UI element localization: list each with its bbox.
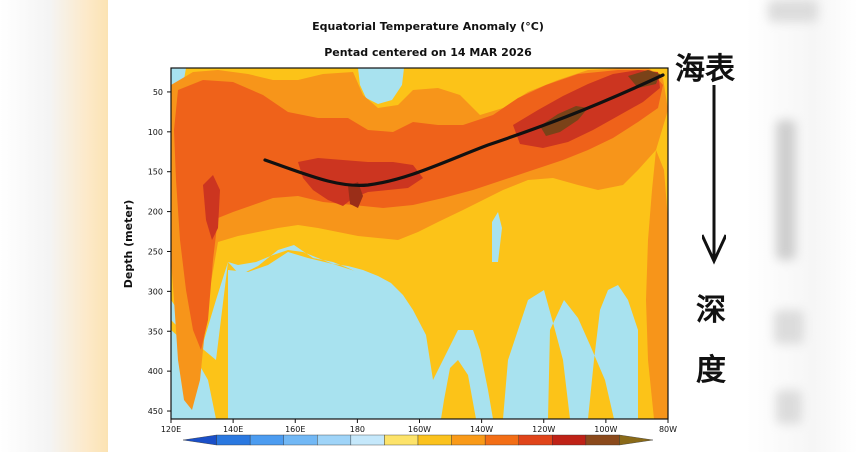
chart-subtitle: Pentad centered on 14 MAR 2026	[324, 46, 532, 59]
down-arrow-icon	[702, 85, 726, 265]
colorbar-swatch	[518, 434, 553, 446]
colorbar-swatch	[619, 434, 654, 446]
x-tick-label: 180	[350, 425, 365, 434]
heatmap-region-red	[203, 175, 220, 240]
y-tick-label: 50	[153, 88, 163, 97]
x-tick-label: 160E	[285, 425, 305, 434]
colorbar-swatch	[552, 434, 587, 446]
colorbar-swatch	[585, 434, 620, 446]
heatmap-region-blue-pocket	[492, 212, 502, 262]
x-tick-label: 120W	[532, 425, 555, 434]
colorbar-swatch	[451, 434, 486, 446]
colorbar	[182, 434, 654, 446]
chart-figure: Equatorial Temperature Anomaly (°C) Pent…	[108, 0, 748, 452]
y-axis-label: Depth (meter)	[122, 200, 135, 289]
chart-title: Equatorial Temperature Anomaly (°C)	[312, 20, 544, 33]
chart-svg: Equatorial Temperature Anomaly (°C) Pent…	[122, 20, 677, 446]
x-tick-label: 100W	[594, 425, 617, 434]
right-blurred-background	[746, 0, 858, 452]
y-tick-label: 250	[148, 247, 163, 256]
colorbar-swatch	[417, 434, 452, 446]
colorbar-swatch	[182, 434, 217, 446]
y-tick-label: 100	[148, 128, 163, 137]
surface-annotation: 海表	[675, 52, 735, 87]
colorbar-swatch	[484, 434, 519, 446]
colorbar-swatch	[216, 434, 251, 446]
colorbar-swatch	[283, 434, 318, 446]
colorbar-swatch	[384, 434, 419, 446]
left-blurred-background	[0, 0, 110, 452]
y-tick-label: 300	[148, 287, 163, 296]
x-axis-ticks: 120E 140E 160E 180 160W 140W 120W 100W 80W	[161, 419, 677, 434]
depth-annotation-char-1: 深	[696, 293, 726, 328]
heatmap-region-orange-east	[646, 150, 668, 419]
y-tick-label: 450	[148, 407, 163, 416]
x-tick-label: 160W	[408, 425, 431, 434]
heatmap-region-blue-fill	[171, 252, 426, 419]
colorbar-swatch	[249, 434, 284, 446]
x-tick-label: 140W	[470, 425, 493, 434]
heatmap-region-brown-east	[628, 70, 660, 88]
y-tick-label: 350	[148, 327, 163, 336]
y-tick-label: 150	[148, 168, 163, 177]
heatmap-region-dark-red	[348, 182, 363, 208]
depth-annotation-char-2: 度	[696, 353, 726, 388]
x-tick-label: 80W	[659, 425, 677, 434]
heatmap-region-blue-top	[358, 68, 404, 104]
y-tick-label: 200	[148, 208, 163, 217]
x-tick-label: 140E	[223, 425, 243, 434]
y-tick-label: 400	[148, 367, 163, 376]
thermocline-curve	[263, 73, 665, 188]
colorbar-swatch	[350, 434, 385, 446]
y-axis-ticks: 50 100 150 200 250 300 350 400 450	[148, 88, 171, 416]
heatmap-plot-area	[171, 68, 668, 419]
x-tick-label: 120E	[161, 425, 181, 434]
heatmap-region-red-central	[298, 158, 423, 206]
colorbar-swatch	[317, 434, 352, 446]
